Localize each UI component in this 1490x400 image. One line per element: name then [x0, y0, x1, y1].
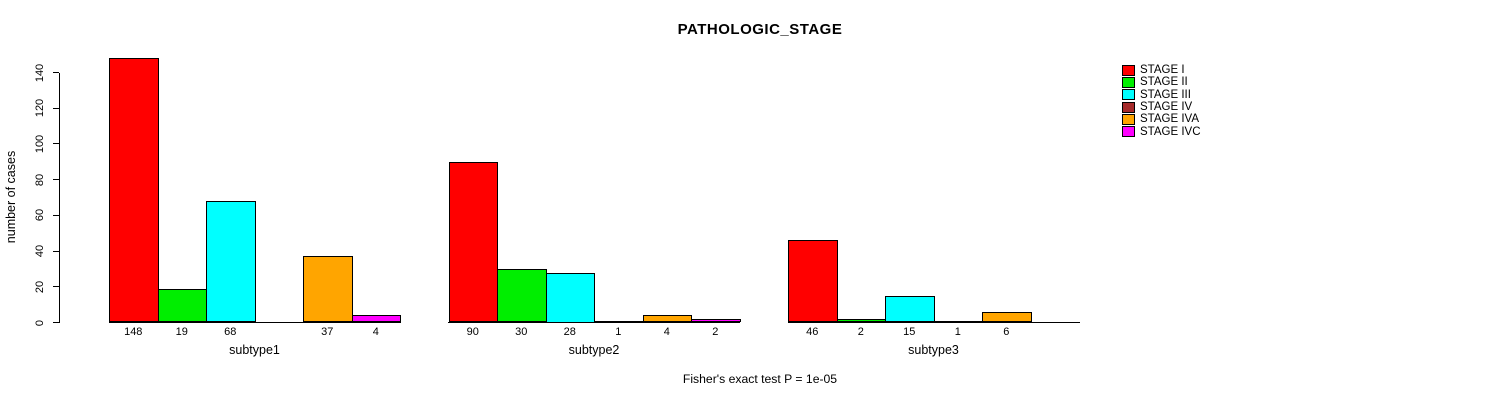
bar-subtype3-stage-i [788, 240, 838, 323]
y-axis-tick-label: 100 [34, 134, 46, 154]
bar-subtype1-stage-iii [206, 201, 256, 323]
y-axis-tick-label: 0 [34, 319, 46, 326]
bar-subtype3-stage-iv [933, 320, 983, 323]
legend-label: STAGE II [1140, 76, 1188, 89]
bar-value-label: 46 [806, 326, 819, 338]
legend-swatch-icon [1122, 64, 1135, 76]
bar-value-label: 37 [321, 326, 334, 338]
bar-value-label: 148 [124, 326, 143, 338]
bar-value-label: 28 [563, 326, 576, 338]
bar-value-label: 2 [857, 326, 864, 338]
y-axis-tick [53, 179, 59, 181]
legend-item: STAGE IVC [1122, 126, 1201, 138]
y-axis-tick-label: 120 [34, 99, 46, 118]
y-axis-tick-label: 60 [34, 209, 46, 222]
bar-subtype3-stage-iva [982, 311, 1032, 323]
y-axis-line [59, 72, 60, 323]
y-axis-tick [53, 322, 59, 323]
bar-subtype3-stage-iii [885, 295, 935, 323]
bar-value-label: 15 [903, 326, 916, 338]
x-axis-category-label: subtype2 [568, 343, 620, 357]
legend-label: STAGE IV [1140, 101, 1193, 114]
bar-value-label: 2 [712, 326, 719, 338]
bar-subtype1-stage-ivc [351, 315, 401, 323]
bar-subtype2-stage-iva [642, 315, 692, 323]
legend-label: STAGE I [1140, 64, 1185, 77]
legend-swatch-icon [1122, 89, 1135, 101]
legend-item: STAGE IV [1122, 101, 1201, 113]
legend-swatch-icon [1122, 101, 1135, 113]
legend-label: STAGE IVC [1140, 125, 1201, 138]
bar-subtype1-stage-ii [157, 288, 207, 323]
legend-label: STAGE III [1140, 88, 1191, 101]
y-axis-tick-label: 140 [34, 63, 46, 82]
x-axis-baseline [448, 322, 740, 324]
legend-item: STAGE III [1122, 89, 1201, 101]
y-axis-tick [53, 107, 59, 109]
legend-item: STAGE II [1122, 76, 1201, 88]
bar-subtype2-stage-iv [594, 320, 644, 323]
bar-value-label: 4 [372, 326, 379, 338]
y-axis-tick [53, 214, 59, 216]
bar-subtype2-stage-ivc [691, 318, 741, 323]
y-axis-tick [53, 286, 59, 288]
y-axis-title: number of cases [4, 150, 18, 244]
bar-value-label: 90 [466, 326, 479, 338]
bar-subtype1-stage-iva [303, 256, 353, 323]
y-axis-tick-label: 40 [34, 244, 46, 258]
legend-swatch-icon [1122, 76, 1135, 88]
y-axis-tick [53, 72, 59, 73]
legend-swatch-icon [1122, 126, 1135, 138]
chart-title: PATHOLOGIC_STAGE [677, 21, 843, 38]
bar-value-label: 6 [1003, 326, 1010, 338]
legend-swatch-icon [1122, 113, 1135, 125]
y-axis-tick [53, 143, 59, 145]
legend-item: STAGE IVA [1122, 113, 1201, 125]
x-axis-category-label: subtype1 [229, 343, 280, 357]
bar-value-label: 19 [175, 326, 188, 338]
bar-subtype2-stage-i [448, 161, 498, 323]
legend: STAGE I STAGE II STAGE III STAGE IV STAGE IV… [1122, 64, 1201, 138]
x-axis-baseline [108, 322, 401, 324]
bar-subtype1-stage-i [109, 58, 159, 323]
bar-subtype2-stage-ii [497, 268, 547, 323]
bar-subtype2-stage-iii [545, 272, 595, 323]
bar-value-label: 30 [515, 326, 528, 338]
bar-value-label: 4 [663, 326, 670, 338]
bar-value-label: 1 [954, 326, 961, 338]
y-axis-tick-label: 20 [34, 280, 46, 293]
legend-item: STAGE I [1122, 64, 1201, 76]
bar-value-label: 1 [615, 326, 622, 338]
legend-label: STAGE IVA [1140, 113, 1200, 126]
y-axis-tick-label: 80 [34, 173, 46, 186]
x-axis-baseline [787, 322, 1080, 324]
bar-subtype3-stage-ii [836, 318, 886, 323]
bar-value-label: 68 [224, 326, 237, 338]
x-axis-category-label: subtype3 [908, 343, 959, 357]
stat-annotation: Fisher's exact test P = 1e-05 [682, 372, 838, 386]
y-axis-tick [53, 250, 59, 252]
